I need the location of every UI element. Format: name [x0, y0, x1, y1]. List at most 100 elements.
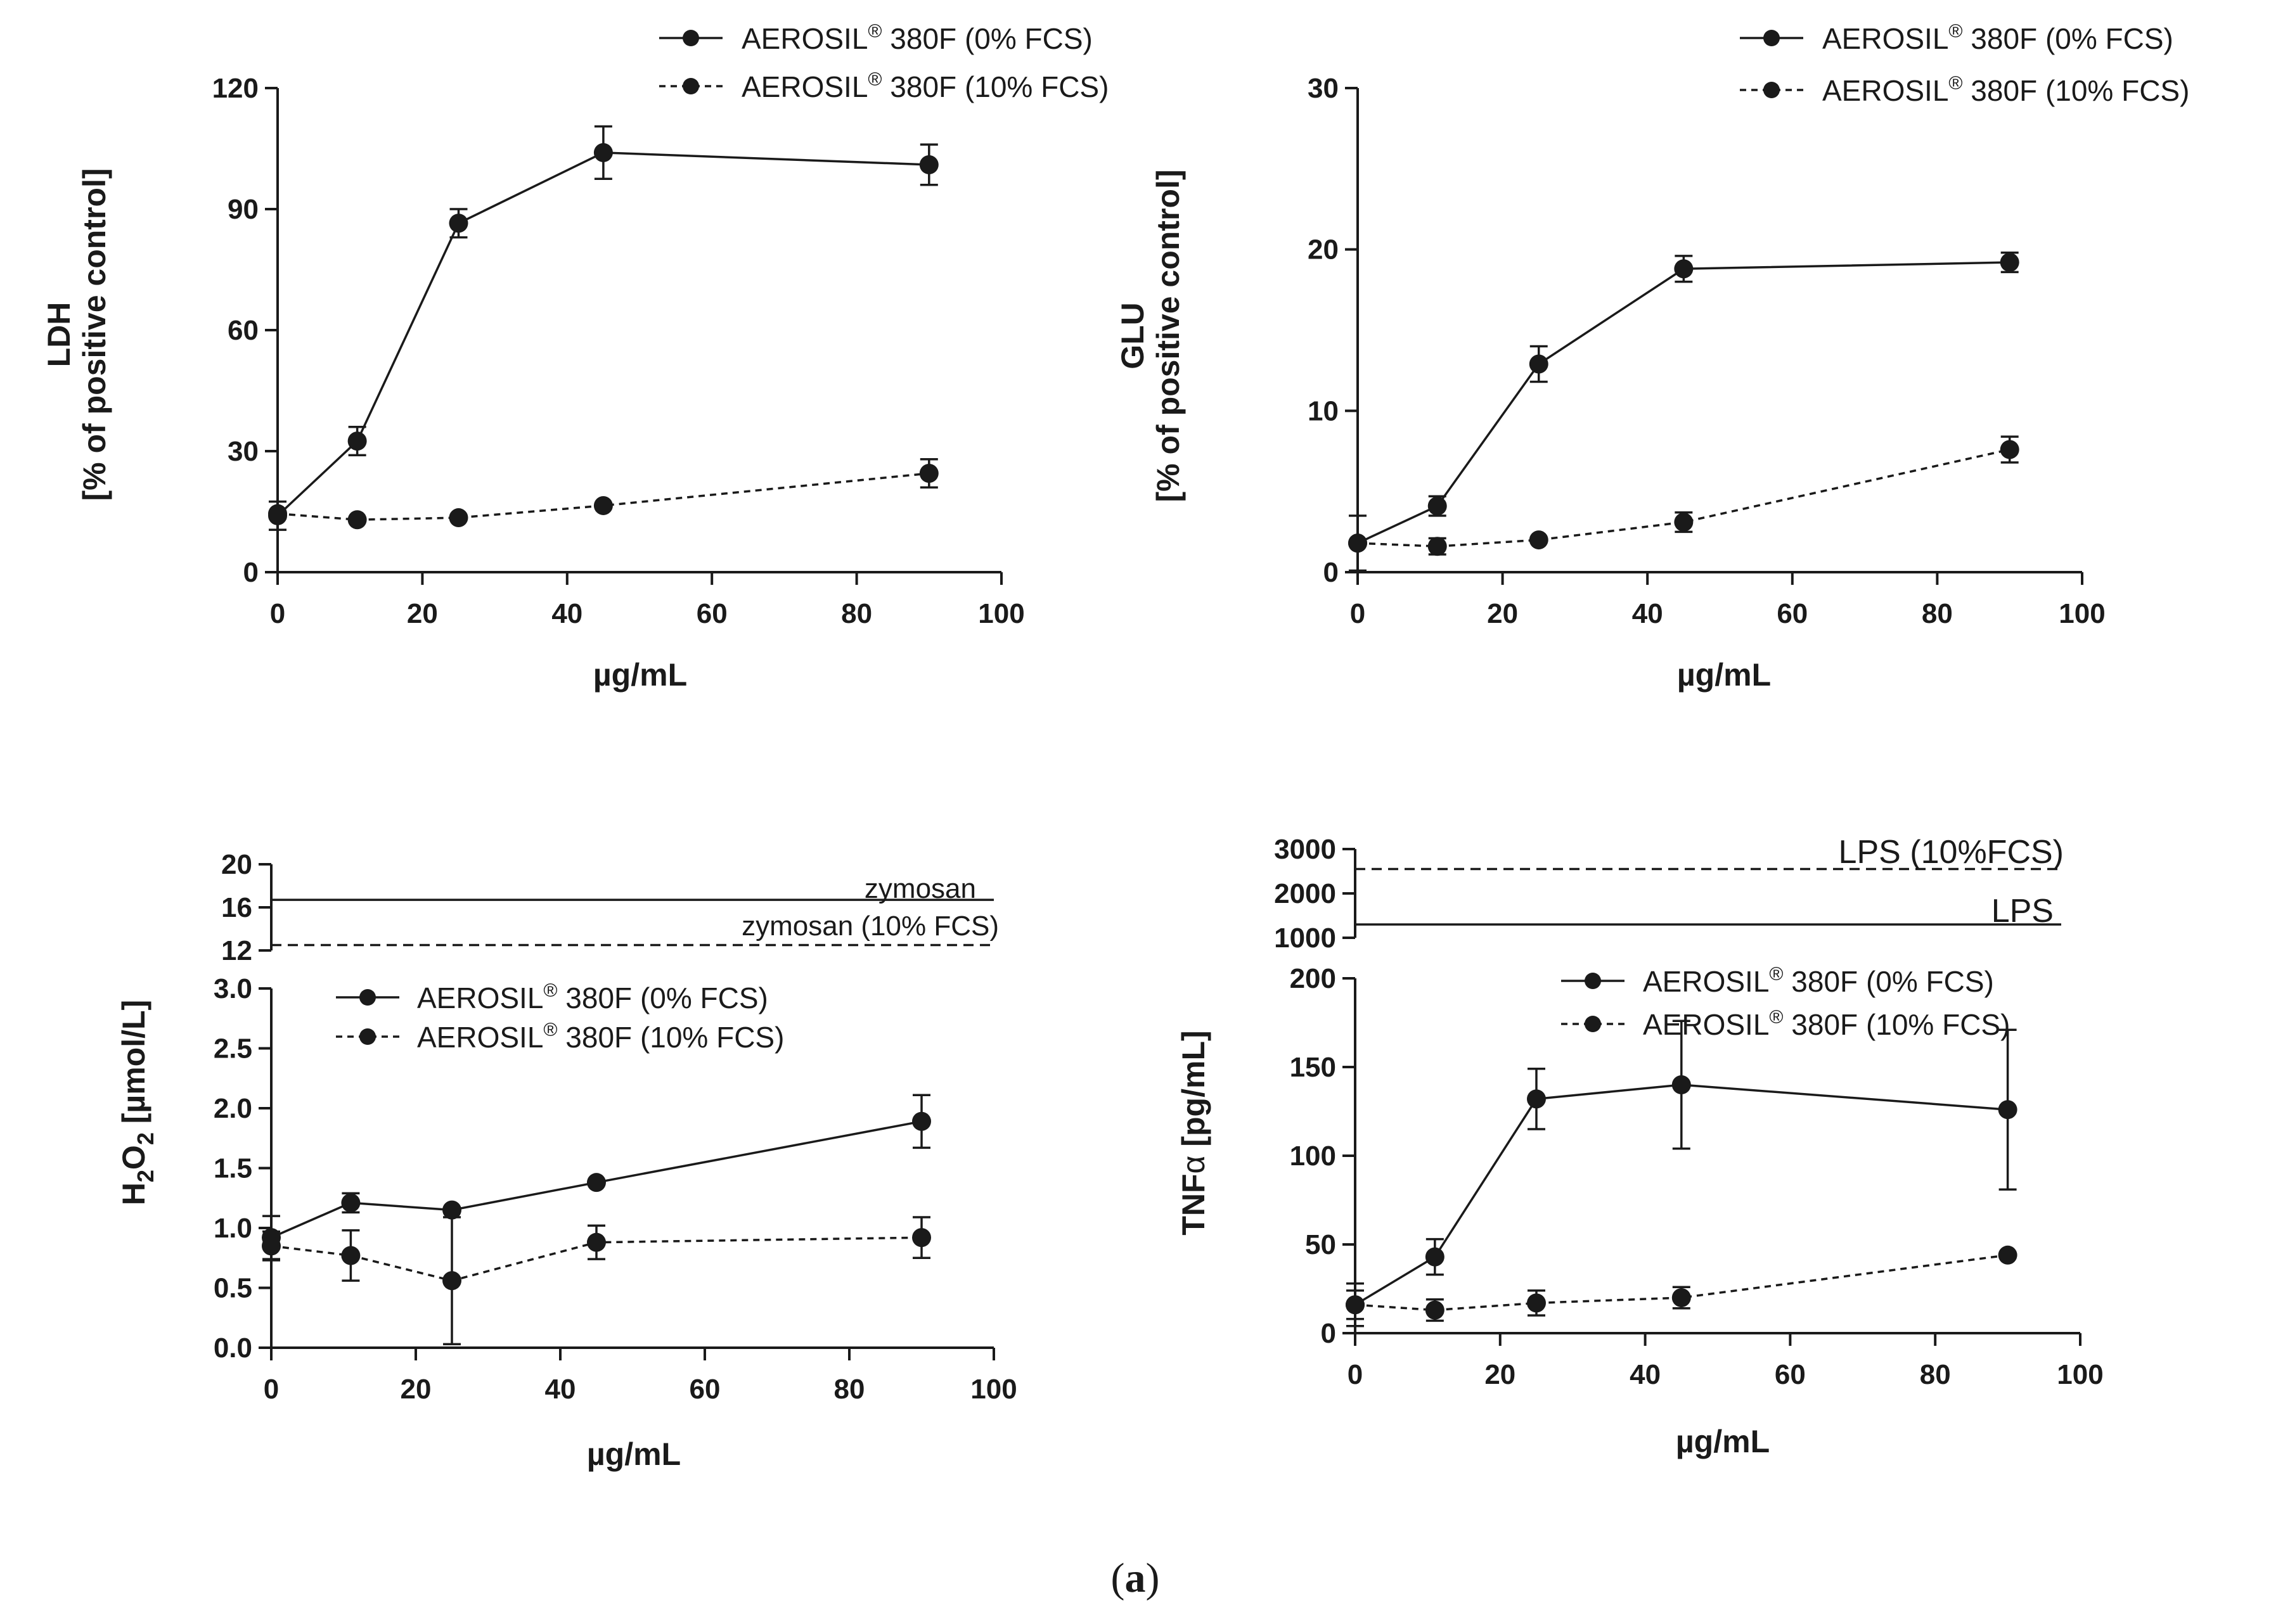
glu-ylabel-line2: [% of positive control]	[1150, 170, 1186, 502]
ldh-ylabel-line2: [% of positive control]	[77, 169, 112, 501]
ldh-legend-label-1: AEROSIL® 380F (10% FCS)	[742, 69, 1109, 103]
glu-point-0	[2000, 253, 2019, 272]
glu-data-layer: 0 10 20 30 0 20 40 60 80 100	[1308, 73, 2106, 629]
h2o2-legend-suffix-1: 380F (10% FCS)	[558, 1021, 785, 1054]
glu-xtick-label: 100	[2059, 598, 2105, 629]
ldh-ytick-label: 60	[228, 315, 259, 346]
h2o2-data-layer: 0.0 0.5 1.0 1.5 2.0 2.5 3.0 0 20 40 60 80 100 12 16 20	[214, 849, 1017, 1405]
tnfa-point-1	[1425, 1300, 1444, 1320]
glu-point-0	[1427, 496, 1447, 516]
h2o2-upper-ytick-label: 20	[221, 849, 252, 880]
ldh-xtick-label: 60	[697, 598, 728, 629]
h2o2-point-1	[912, 1228, 931, 1248]
glu-legend-suffix-1: 380F (10% FCS)	[1963, 74, 2190, 107]
tnfa-legend-marker-1	[1585, 1016, 1601, 1032]
ldh-xtick-label: 80	[841, 598, 872, 629]
h2o2-ytick-label: 2.0	[214, 1093, 252, 1124]
ldh-ytick-label: 120	[212, 73, 259, 104]
h2o2-chart: 0.00.51.01.52.02.53.00 20 40 60 80 100121620 …	[116, 849, 1017, 1472]
ldh-legend-name-0: AEROSIL	[742, 22, 868, 55]
tnfa-xtick-label: 80	[1920, 1359, 1951, 1390]
ldh-legend-marker-1	[683, 78, 699, 94]
h2o2-xtick-label: 0	[264, 1374, 279, 1405]
ldh-legend-sup-1: ®	[868, 69, 882, 90]
glu-xtick-label: 20	[1487, 598, 1518, 629]
h2o2-point-0	[341, 1193, 361, 1213]
ldh-ytick-label: 0	[243, 557, 259, 588]
tnfa-xlabel: µg/mL	[1676, 1424, 1770, 1459]
glu-legend-label-1: AEROSIL® 380F (10% FCS)	[1822, 73, 2189, 107]
tnfa-xtick-label: 60	[1775, 1359, 1806, 1390]
tnfa-upper-ytick-label: 1000	[1274, 923, 1336, 954]
tnfa-point-1	[1346, 1295, 1365, 1315]
glu-chart: 0 10 20 30 0 20 40 60 80 100 GLU [% of positive c…	[1115, 21, 2189, 693]
tnfa-ytick-label: 200	[1290, 963, 1336, 994]
tnfa-xtick-label: 40	[1630, 1359, 1661, 1390]
h2o2-ref-label-1: zymosan (10% FCS)	[742, 911, 999, 942]
glu-point-1	[1674, 513, 1694, 532]
ldh-point-1	[919, 464, 939, 483]
tnfa-legend-label-1: AEROSIL® 380F (10% FCS)	[1643, 1007, 2010, 1041]
glu-xtick-label: 40	[1632, 598, 1663, 629]
glu-point-1	[1348, 534, 1367, 553]
tnfa-upper-ytick-label: 3000	[1274, 834, 1336, 865]
h2o2-xtick-label: 80	[834, 1374, 865, 1405]
tnfa-legend: AEROSIL® 380F (0% FCS) AEROSIL® 380F (10…	[1561, 964, 2010, 1041]
glu-ytick-label: 30	[1308, 73, 1339, 104]
h2o2-legend-label-1: AEROSIL® 380F (10% FCS)	[417, 1020, 784, 1054]
h2o2-xtick-label: 40	[545, 1374, 576, 1405]
ldh-point-1	[449, 508, 468, 528]
caption-close: )	[1146, 1555, 1160, 1601]
ldh-data-layer: 0 30 60 90 120 0 20 40 60 80 100	[212, 73, 1025, 629]
glu-xlabel: µg/mL	[1677, 657, 1771, 693]
glu-xtick-label: 0	[1350, 598, 1365, 629]
figure-caption: (a)	[1111, 1555, 1160, 1601]
tnfa-point-0	[1998, 1100, 2017, 1120]
tnfa-legend-marker-0	[1585, 973, 1601, 989]
h2o2-ylabel-sub1: 2	[132, 1170, 158, 1182]
glu-xtick-label: 80	[1922, 598, 1953, 629]
ldh-point-0	[919, 155, 939, 174]
ldh-legend-suffix-0: 380F (0% FCS)	[882, 22, 1093, 55]
h2o2-legend-label-0: AEROSIL® 380F (0% FCS)	[417, 980, 768, 1014]
glu-legend-name-0: AEROSIL	[1822, 22, 1948, 55]
h2o2-ytick-label: 2.5	[214, 1033, 252, 1065]
ldh-ylabel-line1: LDH	[41, 302, 77, 368]
h2o2-xlabel: µg/mL	[587, 1436, 681, 1472]
glu-ytick-label: 10	[1308, 395, 1339, 426]
glu-legend-suffix-0: 380F (0% FCS)	[1963, 22, 2173, 55]
tnfa-series-line-1	[1354, 1254, 2008, 1312]
ldh-point-0	[347, 432, 367, 451]
glu-legend: AEROSIL® 380F (0% FCS) AEROSIL® 380F (10…	[1740, 21, 2189, 107]
tnfa-point-0	[1425, 1247, 1444, 1267]
h2o2-legend-suffix-0: 380F (0% FCS)	[558, 981, 768, 1014]
h2o2-point-1	[262, 1236, 281, 1256]
tnfa-point-1	[1671, 1288, 1691, 1307]
tnfa-ref-label-1: LPS	[1991, 893, 2054, 930]
h2o2-legend-name-0: AEROSIL	[417, 981, 543, 1014]
tnfa-point-1	[1998, 1245, 2017, 1265]
tnfa-ref-label-0: LPS (10%FCS)	[1839, 834, 2064, 871]
tnfa-ytick-label: 150	[1290, 1052, 1336, 1083]
h2o2-legend-marker-1	[359, 1028, 376, 1045]
h2o2-ytick-label: 1.0	[214, 1213, 252, 1244]
tnfa-legend-suffix-1: 380F (10% FCS)	[1784, 1008, 2010, 1041]
ldh-series-line-0	[276, 151, 929, 517]
h2o2-upper-ytick-label: 16	[221, 892, 252, 923]
glu-legend-name-1: AEROSIL	[1822, 74, 1948, 107]
ldh-xtick-label: 40	[551, 598, 582, 629]
glu-point-1	[1427, 537, 1447, 556]
tnfa-legend-name-1: AEROSIL	[1643, 1008, 1769, 1041]
tnfa-ytick-label: 100	[1290, 1141, 1336, 1172]
tnfa-legend-label-0: AEROSIL® 380F (0% FCS)	[1643, 964, 1994, 998]
h2o2-point-0	[442, 1200, 461, 1220]
h2o2-ref-label-0: zymosan	[865, 873, 976, 904]
ldh-point-0	[593, 143, 613, 162]
tnfa-ytick-label: 0	[1321, 1318, 1336, 1349]
tnfa-point-1	[1527, 1293, 1546, 1313]
h2o2-legend: AEROSIL® 380F (0% FCS) AEROSIL® 380F (10…	[336, 980, 784, 1054]
h2o2-legend-name-1: AEROSIL	[417, 1021, 543, 1054]
h2o2-upper-ytick-label: 12	[221, 935, 252, 966]
